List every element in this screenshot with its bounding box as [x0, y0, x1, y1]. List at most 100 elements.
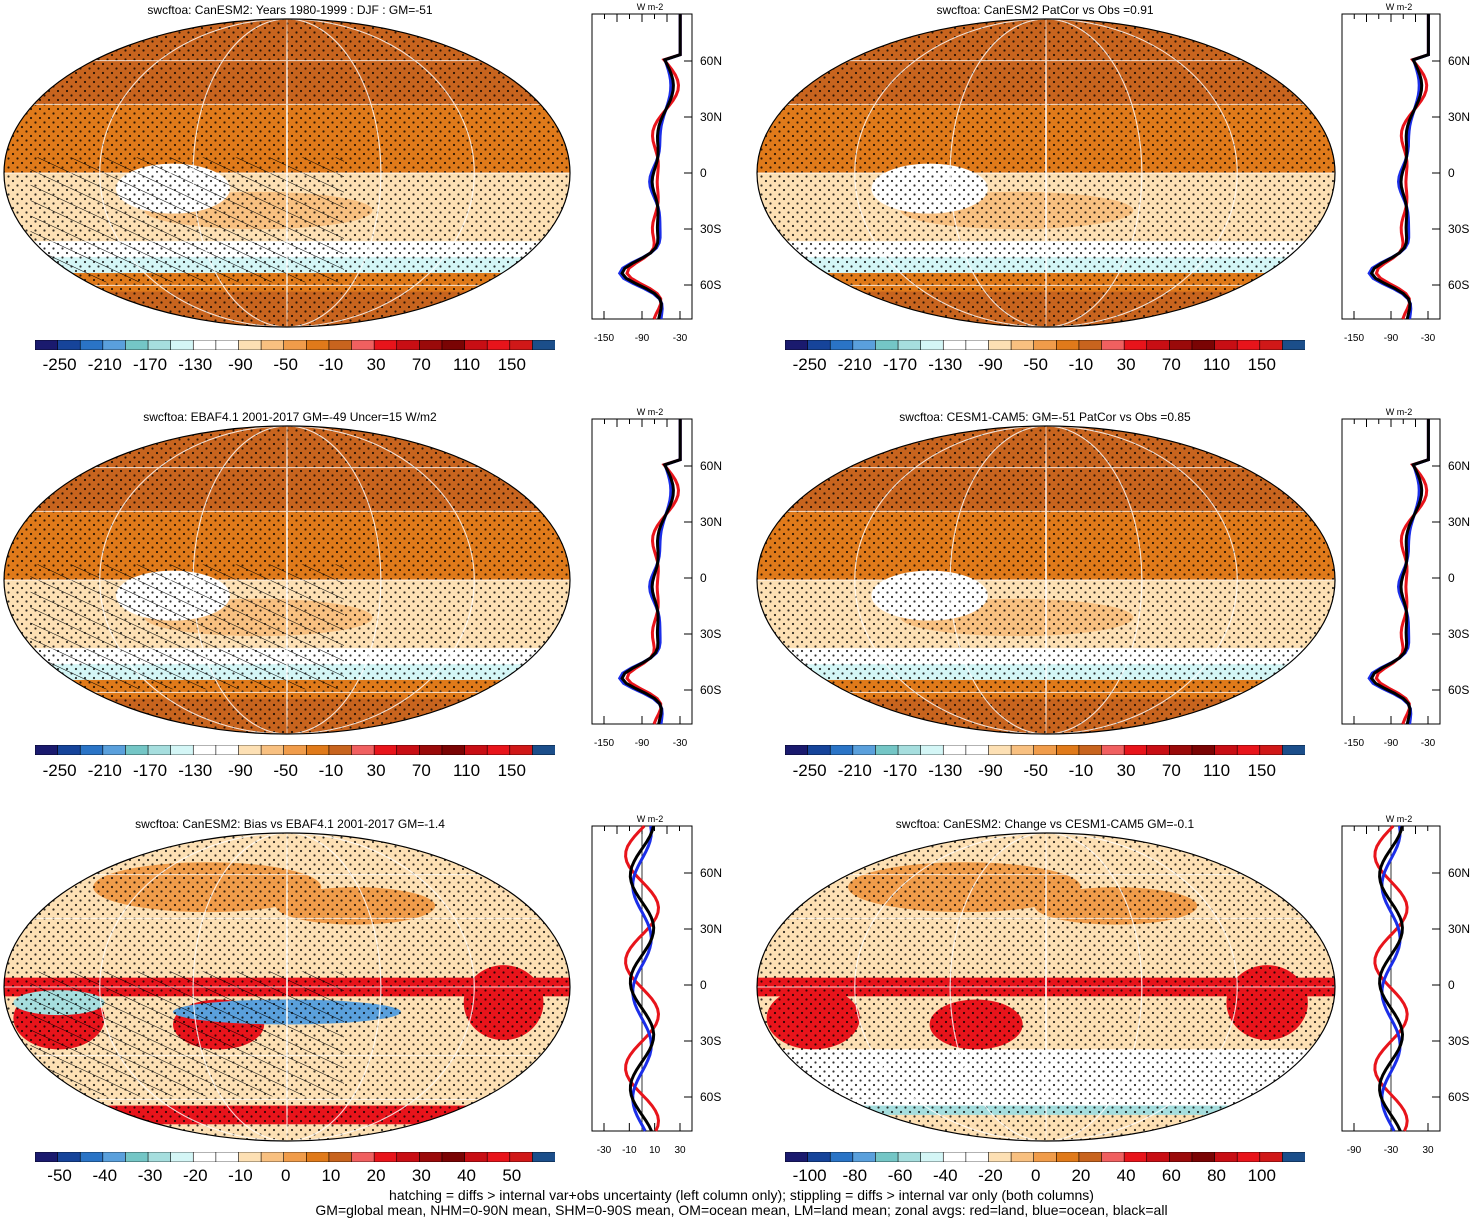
panel-title: swcftoa: CanESM2 PatCor vs Obs =0.91 — [936, 3, 1154, 17]
colorbar-swatch — [441, 745, 466, 755]
zonal-lat-label: 30S — [700, 222, 721, 236]
hatching-overlay — [30, 971, 344, 1097]
colorbar-tick-label: 150 — [1247, 761, 1276, 780]
colorbar-swatch — [441, 340, 466, 350]
footer-line-1: hatching = diffs > internal var+obs unce… — [389, 1187, 1094, 1203]
colorbar-tick-label: 70 — [411, 355, 431, 374]
zonal-lat-label: 30N — [700, 515, 722, 529]
longitude-line — [286, 19, 288, 327]
colorbar-swatch — [920, 745, 945, 755]
map-border — [3, 18, 571, 328]
colorbar-tick-label: 110 — [1203, 355, 1231, 374]
colorbar-swatch — [102, 745, 127, 755]
zonal-x-tick-label: -150 — [594, 333, 614, 344]
colorbar-tick-label: 150 — [1247, 355, 1276, 374]
zonal-x-tick-label: -30 — [597, 1145, 612, 1156]
zonal-mean-plot: W m-2 -150 -90 -30 60N 30N 0 30S 60S — [1341, 407, 1470, 749]
map-field — [757, 833, 1335, 1141]
colorbar-tick-label: 80 — [1207, 1166, 1227, 1185]
colorbar-tick-label: 110 — [453, 355, 481, 374]
map-robinson — [756, 425, 1336, 735]
longitude-line — [1045, 19, 1047, 327]
colorbar-swatch — [147, 340, 172, 350]
colorbar-swatch — [897, 1152, 922, 1162]
colorbar-tick-label: -130 — [178, 761, 213, 780]
colorbar-swatch — [1010, 745, 1035, 755]
colorbar-tick-label: -90 — [978, 761, 1003, 780]
colorbar-swatch — [1010, 340, 1035, 350]
longitude-line — [99, 19, 475, 327]
zonal-x-tick-label: -30 — [673, 333, 688, 344]
zonal-x-tick-label: -90 — [1347, 1145, 1362, 1156]
colorbar-tick-label: 110 — [453, 761, 481, 780]
longitude-line — [99, 426, 475, 734]
colorbar-tick-label: -250 — [42, 355, 77, 374]
longitude-line — [1045, 426, 1047, 734]
colorbar-tick-label: 110 — [1203, 761, 1231, 780]
colorbar-swatch — [328, 340, 353, 350]
zonal-lat-label: 30S — [700, 1034, 721, 1048]
colorbar-tick-label: -170 — [133, 761, 168, 780]
colorbar-swatch — [920, 1152, 945, 1162]
colorbar-tick-label: 30 — [366, 761, 386, 780]
colorbar-tick-label: -130 — [178, 355, 213, 374]
colorbar-tick-label: -170 — [133, 355, 168, 374]
colorbar-tick-label: 150 — [497, 761, 526, 780]
colorbar-swatch — [807, 1152, 832, 1162]
colorbar-tick-label: 30 — [366, 355, 386, 374]
colorbar-swatch — [57, 1152, 82, 1162]
colorbar-tick-label: -250 — [792, 355, 827, 374]
colorbar-swatch — [306, 340, 330, 350]
colorbar-swatch — [486, 1152, 511, 1162]
colorbar-swatch — [807, 745, 832, 755]
colorbar-tick-label: 0 — [1030, 1166, 1041, 1185]
zonal-all-curve — [620, 14, 682, 320]
zonal-lat-label: 60S — [700, 1090, 721, 1104]
map-field — [4, 19, 570, 327]
longitude-line — [854, 19, 1238, 327]
zonal-x-tick-label: -150 — [1344, 333, 1364, 344]
colorbar-swatch — [283, 1152, 308, 1162]
longitude-line — [192, 426, 382, 734]
zonal-lat-label: 30N — [1448, 922, 1470, 936]
colorbar-swatch — [509, 745, 534, 755]
colorbar-swatch — [1214, 1152, 1238, 1162]
colorbar-swatch — [1259, 745, 1284, 755]
colorbar-tick-label: -100 — [792, 1166, 827, 1185]
colorbar-swatch — [351, 745, 375, 755]
colorbar-tick-label: -130 — [928, 355, 963, 374]
zonal-lat-label: 60S — [700, 278, 721, 292]
colorbar-swatch — [532, 745, 555, 755]
zonal-x-tick-label: -30 — [1421, 333, 1436, 344]
longitude-line — [192, 19, 382, 327]
zonal-lat-label: 60N — [700, 866, 722, 880]
colorbar-tick-label: -50 — [273, 355, 298, 374]
colorbar-tick-label: 20 — [366, 1166, 386, 1185]
map-robinson — [3, 18, 571, 328]
colorbar — [35, 1152, 555, 1162]
colorbar-swatch — [1169, 745, 1193, 755]
graticule — [757, 833, 1335, 1141]
colorbar-swatch — [79, 340, 104, 350]
graticule — [4, 19, 570, 327]
colorbar — [35, 340, 555, 350]
colorbar — [35, 745, 555, 755]
colorbar-tick-label: 70 — [1161, 355, 1181, 374]
panel-title: swcftoa: CanESM2: Change vs CESM1-CAM5 G… — [895, 817, 1195, 831]
map-field — [757, 426, 1335, 734]
colorbar-swatch — [373, 1152, 398, 1162]
map-border — [3, 832, 571, 1142]
zonal-all-curve — [1378, 825, 1405, 1132]
colorbar-tick-label: -50 — [273, 761, 298, 780]
colorbar-tick-label: -20 — [978, 1166, 1003, 1185]
colorbar-swatch — [897, 340, 922, 350]
colorbar-swatch — [328, 745, 353, 755]
colorbar-swatch — [351, 340, 375, 350]
colorbar-swatch — [260, 340, 285, 350]
colorbar-swatch — [102, 340, 127, 350]
colorbar-swatch — [1236, 340, 1261, 350]
colorbar-swatch — [1191, 1152, 1216, 1162]
colorbar-tick-label: -50 — [1023, 761, 1048, 780]
zonal-x-tick-label: -90 — [1384, 738, 1399, 749]
colorbar-tick-label: -210 — [87, 355, 122, 374]
